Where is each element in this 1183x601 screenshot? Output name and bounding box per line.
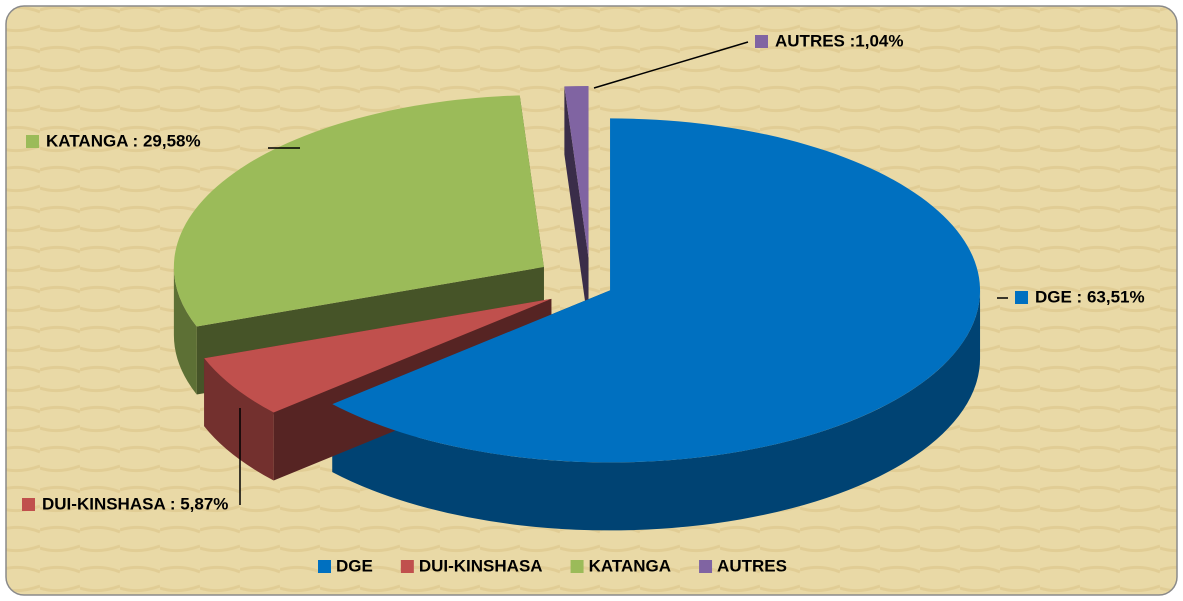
slice-side <box>564 86 589 327</box>
slice-edge <box>332 290 981 531</box>
label-swatch <box>755 35 768 48</box>
legend-label: DGE <box>336 556 373 575</box>
slice <box>564 86 589 259</box>
legend-label: AUTRES <box>717 556 787 575</box>
data-label: DUI-KINSHASA : 5,87% <box>42 494 228 513</box>
legend-swatch <box>318 560 331 573</box>
data-label: KATANGA : 29,58% <box>46 131 201 150</box>
legend-swatch <box>699 560 713 573</box>
legend-label: DUI-KINSHASA <box>419 556 543 575</box>
slice-edge <box>204 358 274 481</box>
label-swatch <box>26 135 39 148</box>
slice <box>204 298 552 413</box>
legend-swatch <box>570 560 584 573</box>
legend-swatch <box>400 560 414 573</box>
legend-label: KATANGA <box>589 556 671 575</box>
label-swatch <box>22 498 35 511</box>
labels: DGE : 63,51% DUI-KINSHASA : 5,87% KATANGA … <box>22 31 1145 575</box>
label-swatch <box>1015 291 1028 304</box>
data-label: AUTRES :1,04% <box>775 31 903 50</box>
slice <box>173 95 544 327</box>
pie-tops <box>173 86 981 463</box>
slice <box>332 118 981 463</box>
data-label: DGE : 63,51% <box>1035 287 1145 306</box>
slice-edge <box>173 267 197 395</box>
leader-line <box>593 41 749 89</box>
